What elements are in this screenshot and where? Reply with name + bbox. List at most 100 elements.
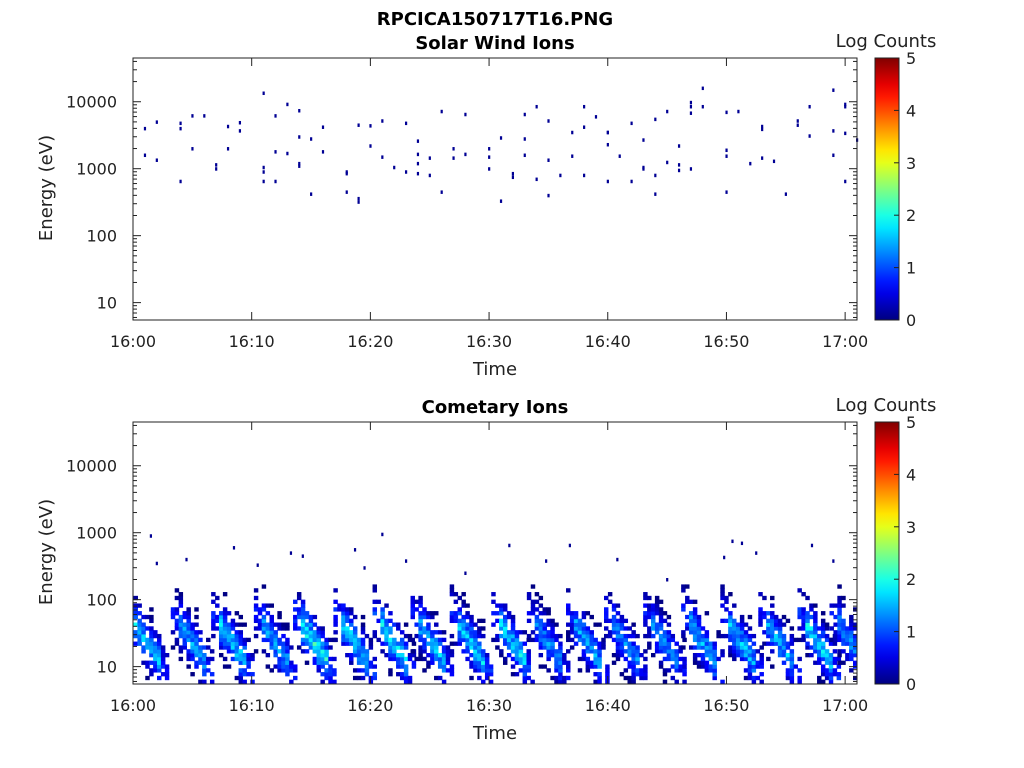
data-cell bbox=[581, 652, 587, 658]
data-cell bbox=[422, 626, 427, 631]
data-cell bbox=[635, 660, 640, 665]
data-cell bbox=[481, 633, 486, 639]
data-cell bbox=[430, 645, 435, 650]
data-cell bbox=[692, 622, 698, 627]
data-cell bbox=[285, 660, 290, 665]
data-cell bbox=[257, 607, 263, 612]
data-cell bbox=[832, 641, 838, 646]
data-cell bbox=[566, 668, 571, 673]
data-cell bbox=[566, 607, 571, 612]
data-cell bbox=[631, 645, 636, 650]
data-cell bbox=[554, 660, 559, 665]
data-cell bbox=[149, 649, 154, 654]
data-cell bbox=[426, 652, 431, 658]
data-cell bbox=[430, 641, 435, 646]
data-cell bbox=[269, 603, 274, 608]
data-cell bbox=[273, 645, 278, 650]
data-cell bbox=[269, 641, 274, 646]
data-cell bbox=[426, 626, 431, 631]
data-cell bbox=[762, 595, 767, 601]
solar-wind-xlabel: Time bbox=[472, 359, 517, 380]
data-cell bbox=[837, 637, 842, 643]
data-cell bbox=[186, 622, 191, 627]
data-cell bbox=[145, 614, 150, 620]
data-cell bbox=[593, 656, 598, 662]
data-cell bbox=[296, 645, 302, 650]
data-cell bbox=[477, 660, 482, 665]
data-cell bbox=[222, 622, 228, 627]
data-cell bbox=[153, 652, 158, 658]
data-cell bbox=[465, 611, 470, 616]
data-cell bbox=[273, 637, 278, 643]
data-cell bbox=[781, 645, 787, 650]
data-cell bbox=[589, 664, 594, 669]
data-cell bbox=[422, 645, 427, 650]
data-cell bbox=[510, 672, 516, 677]
x-tick-label: 17:00 bbox=[822, 696, 868, 715]
data-cell bbox=[308, 618, 314, 624]
data-cell bbox=[510, 649, 516, 654]
data-cell bbox=[404, 170, 408, 174]
data-cell bbox=[824, 675, 830, 681]
data-cell bbox=[820, 668, 826, 673]
data-cell bbox=[453, 641, 459, 646]
data-cell bbox=[606, 142, 609, 147]
data-cell bbox=[186, 656, 191, 662]
data-cell bbox=[619, 637, 625, 643]
data-cell bbox=[481, 656, 486, 662]
data-cell bbox=[785, 645, 791, 650]
data-cell bbox=[341, 626, 346, 631]
data-cell bbox=[725, 148, 728, 153]
data-cell bbox=[581, 649, 587, 654]
data-cell bbox=[547, 119, 550, 123]
data-cell bbox=[766, 633, 771, 639]
data-cell bbox=[416, 161, 420, 166]
data-cell bbox=[145, 626, 150, 631]
data-cell bbox=[833, 637, 838, 643]
data-cell bbox=[190, 641, 195, 646]
data-cell bbox=[770, 595, 775, 601]
data-cell bbox=[530, 584, 536, 589]
data-cell bbox=[253, 649, 259, 654]
data-cell bbox=[157, 649, 162, 654]
data-cell bbox=[728, 622, 733, 627]
data-cell bbox=[611, 622, 617, 627]
data-cell bbox=[157, 633, 162, 639]
data-cell bbox=[585, 645, 591, 650]
data-cell bbox=[434, 652, 439, 658]
data-cell bbox=[194, 607, 199, 612]
data-cell bbox=[526, 611, 532, 616]
data-cell bbox=[437, 664, 443, 669]
data-cell bbox=[155, 158, 158, 162]
data-cell bbox=[566, 588, 571, 593]
data-cell bbox=[388, 637, 393, 643]
data-cell bbox=[484, 672, 490, 677]
data-cell bbox=[573, 626, 579, 631]
data-cell bbox=[316, 633, 321, 639]
data-cell bbox=[785, 656, 791, 662]
data-cell bbox=[174, 611, 180, 616]
data-cell bbox=[832, 559, 835, 563]
data-cell bbox=[817, 641, 822, 646]
data-cell bbox=[566, 675, 571, 681]
data-cell bbox=[484, 668, 490, 673]
data-cell bbox=[310, 192, 313, 196]
data-cell bbox=[577, 637, 583, 643]
data-cell bbox=[341, 603, 346, 608]
data-cell bbox=[841, 595, 846, 601]
data-cell bbox=[473, 656, 478, 662]
data-cell bbox=[145, 675, 150, 681]
data-cell bbox=[277, 626, 282, 631]
data-cell bbox=[262, 165, 265, 170]
data-cell bbox=[643, 672, 648, 677]
data-cell bbox=[491, 637, 496, 643]
data-cell bbox=[242, 641, 247, 646]
data-cell bbox=[457, 641, 462, 646]
data-cell bbox=[488, 155, 491, 159]
data-cell bbox=[269, 630, 274, 635]
data-cell bbox=[789, 668, 795, 673]
data-cell bbox=[758, 614, 763, 620]
data-cell bbox=[605, 668, 610, 673]
data-cell bbox=[418, 652, 423, 658]
data-cell bbox=[700, 652, 706, 658]
